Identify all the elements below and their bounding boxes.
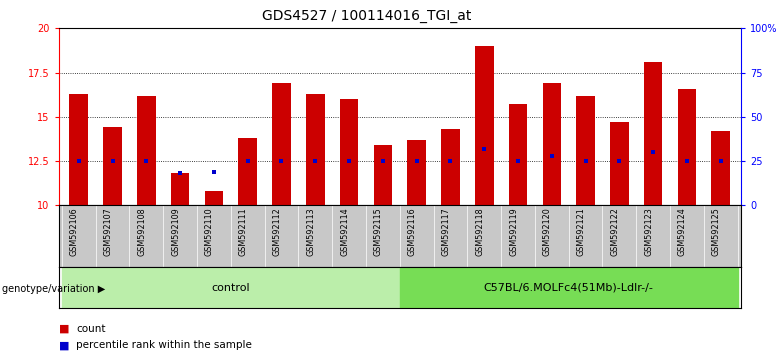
Bar: [576, 96, 595, 205]
Text: GSM592109: GSM592109: [171, 207, 180, 256]
Bar: [374, 145, 392, 205]
Text: GSM592122: GSM592122: [611, 207, 619, 256]
Bar: [103, 127, 122, 205]
Text: GSM592123: GSM592123: [644, 207, 653, 256]
Bar: [610, 122, 629, 205]
Bar: [62, 267, 399, 308]
Bar: [407, 140, 426, 205]
Text: GSM592121: GSM592121: [576, 207, 586, 256]
Bar: [171, 173, 190, 205]
Bar: [306, 94, 324, 205]
Text: GSM592112: GSM592112: [272, 207, 282, 256]
Text: GSM592114: GSM592114: [340, 207, 349, 256]
Text: GDS4527 / 100114016_TGI_at: GDS4527 / 100114016_TGI_at: [262, 9, 471, 23]
Text: GSM592120: GSM592120: [543, 207, 551, 256]
Text: GSM592106: GSM592106: [69, 207, 79, 256]
Bar: [711, 131, 730, 205]
Bar: [509, 104, 527, 205]
Text: genotype/variation ▶: genotype/variation ▶: [2, 284, 105, 293]
Bar: [678, 88, 697, 205]
Bar: [475, 46, 494, 205]
Text: GSM592115: GSM592115: [374, 207, 383, 256]
Bar: [239, 138, 257, 205]
Bar: [399, 267, 738, 308]
Bar: [441, 129, 459, 205]
Bar: [69, 94, 88, 205]
Text: count: count: [76, 324, 106, 333]
Text: GSM592111: GSM592111: [239, 207, 248, 256]
Text: percentile rank within the sample: percentile rank within the sample: [76, 340, 252, 350]
Text: GSM592119: GSM592119: [509, 207, 518, 256]
Bar: [137, 96, 156, 205]
Text: GSM592117: GSM592117: [441, 207, 450, 256]
Text: control: control: [211, 282, 250, 293]
Text: GSM592118: GSM592118: [475, 207, 484, 256]
Text: GSM592110: GSM592110: [205, 207, 214, 256]
Bar: [543, 83, 561, 205]
Text: GSM592125: GSM592125: [711, 207, 721, 256]
Bar: [644, 62, 662, 205]
Text: GSM592124: GSM592124: [678, 207, 687, 256]
Text: GSM592107: GSM592107: [104, 207, 112, 256]
Text: C57BL/6.MOLFc4(51Mb)-Ldlr-/-: C57BL/6.MOLFc4(51Mb)-Ldlr-/-: [484, 282, 654, 293]
Text: GSM592113: GSM592113: [307, 207, 315, 256]
Text: GSM592108: GSM592108: [137, 207, 147, 256]
Text: ■: ■: [59, 324, 69, 333]
Text: ■: ■: [59, 340, 69, 350]
Bar: [340, 99, 358, 205]
Bar: [204, 191, 223, 205]
Bar: [272, 83, 291, 205]
Text: GSM592116: GSM592116: [408, 207, 417, 256]
